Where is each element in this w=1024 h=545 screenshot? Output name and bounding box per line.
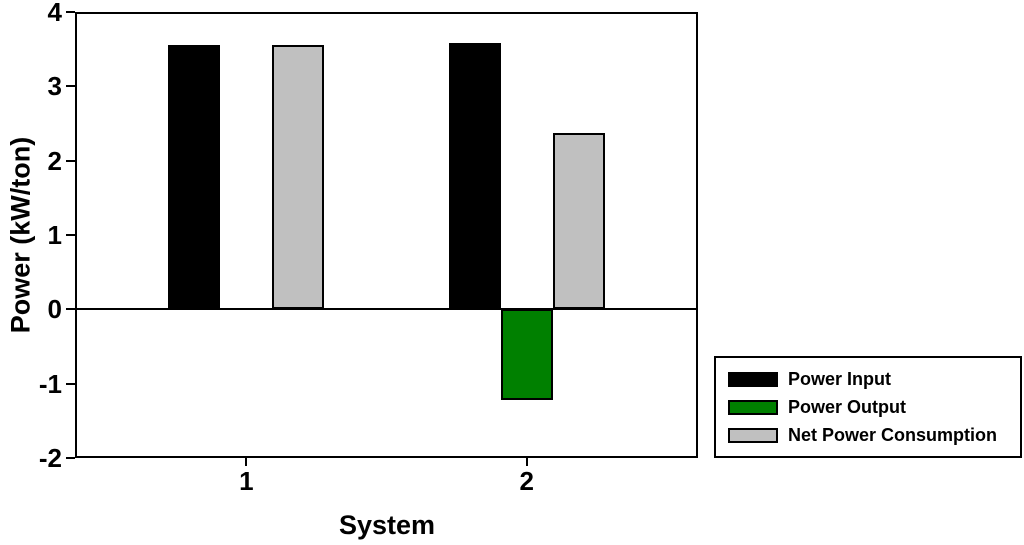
- legend-item-power-output: Power Output: [728, 396, 1020, 417]
- bar-power-input-system-1: [168, 45, 221, 310]
- legend-item-power-input: Power Input: [728, 368, 1020, 389]
- x-axis-label: System: [338, 510, 436, 540]
- y-tick-label: -2: [38, 443, 62, 473]
- y-tick-label: 4: [47, 0, 62, 27]
- bar-net-power-consumption-system-1: [272, 45, 325, 310]
- y-tick-label: 0: [47, 294, 62, 325]
- y-tick-label: 3: [47, 71, 62, 102]
- legend-label: Power Output: [788, 396, 906, 417]
- legend-swatch-power-output: [728, 399, 778, 415]
- y-tick-mark: [66, 11, 75, 13]
- y-tick-mark: [66, 234, 75, 236]
- y-tick-mark: [66, 159, 75, 162]
- x-tick-label: 1: [239, 466, 254, 496]
- bar-net-power-consumption-system-2: [552, 133, 605, 310]
- x-tick-mark: [525, 458, 528, 466]
- x-tick-label: 2: [519, 466, 534, 496]
- legend-label: Power Input: [788, 368, 891, 389]
- legend-label: Net Power Consumption: [788, 424, 998, 445]
- legend-swatch-power-input: [728, 371, 778, 387]
- y-tick-label: 2: [47, 145, 62, 176]
- y-tick-mark: [66, 308, 75, 311]
- y-tick-mark: [66, 85, 75, 88]
- y-tick-label: -1: [38, 368, 62, 399]
- legend-swatch-net-power-consumption: [728, 427, 778, 443]
- legend-box: Power Input Power Output Net Power Consump…: [714, 356, 1022, 458]
- y-tick-mark: [66, 382, 75, 385]
- y-tick-mark: [66, 457, 75, 459]
- legend-item-net-power-consumption: Net Power Consumption: [728, 424, 1020, 445]
- y-tick-label: 1: [47, 220, 62, 250]
- x-tick-mark: [245, 458, 248, 466]
- bar-power-output-system-2: [500, 309, 553, 400]
- zero-line: [75, 308, 698, 311]
- bar-power-input-system-2: [448, 43, 501, 310]
